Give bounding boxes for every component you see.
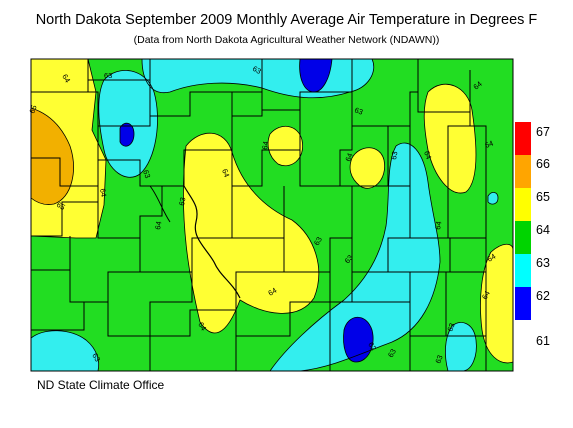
map-subtitle: (Data from North Dakota Agricultural Wea… <box>133 34 440 46</box>
legend-swatch-63 <box>515 254 531 287</box>
contour-label: 63 <box>312 235 324 247</box>
contour-label: 64 <box>153 221 163 231</box>
legend-label: 66 <box>536 157 550 171</box>
legend-swatch-66 <box>515 155 531 188</box>
zone-64-northeast <box>424 84 476 193</box>
contour-label: 62 <box>366 341 378 353</box>
contour-label: 64 <box>422 150 433 161</box>
contour-label: 64 <box>343 152 354 163</box>
legend-label: 65 <box>536 190 550 204</box>
contour-label: 63 <box>386 347 398 359</box>
legend-label: 62 <box>536 289 550 303</box>
contour-labels: 64 65 63 63 63 64 63 64 63 64 64 64 65 6… <box>27 64 497 365</box>
contour-label: 63 <box>104 71 112 80</box>
contour-lines <box>30 58 514 372</box>
contour-label: 64 <box>98 188 108 198</box>
zone-64-east-north <box>350 147 385 189</box>
zone-61-south <box>343 317 374 362</box>
legend-label: 67 <box>536 125 550 139</box>
zone-65-northwest <box>31 108 74 205</box>
county-borders <box>31 59 487 371</box>
zone-61-north <box>299 59 332 92</box>
zone-64-north-central <box>268 126 303 166</box>
contour-label: 64 <box>484 139 495 150</box>
contour-label: 63 <box>251 64 263 76</box>
zone-62-southeast <box>445 322 477 371</box>
contour-label: 64 <box>220 168 231 179</box>
contour-label: 65 <box>55 200 67 212</box>
contour-label: 64 <box>260 141 270 151</box>
legend-swatch-62 <box>515 287 531 320</box>
contour-label: 63 <box>433 354 444 365</box>
contour-label: 63 <box>90 352 102 364</box>
contour-label: 63 <box>389 151 399 161</box>
legend-label: 64 <box>536 223 550 237</box>
contour-fills <box>31 59 513 371</box>
contour-label: 64 <box>480 289 492 301</box>
contour-label: 64 <box>60 73 72 85</box>
map-frame <box>30 58 514 372</box>
zone-64-central <box>183 133 319 333</box>
legend-swatch-67 <box>515 122 531 155</box>
contour-label: 63 <box>177 197 187 207</box>
contour-label: 63 <box>353 105 364 116</box>
legend-swatch-65 <box>515 188 531 221</box>
zone-62-east-dot <box>488 192 498 205</box>
contour-label: 65 <box>27 104 38 115</box>
map-title: North Dakota September 2009 Monthly Aver… <box>35 12 538 28</box>
zone-62-southwest <box>31 330 99 371</box>
contour-label: 64 <box>267 286 279 298</box>
contour-label: 64 <box>196 321 208 333</box>
contour-label: 64 <box>433 221 443 231</box>
contour-label: 64 <box>486 252 498 264</box>
credit-text: ND State Climate Office <box>37 378 165 392</box>
legend-label: 61 <box>536 334 550 348</box>
legend-swatch-64 <box>515 221 531 254</box>
zone-64-east-edge <box>480 244 513 363</box>
contour-label: 63 <box>141 169 152 180</box>
contour-label: 63 <box>445 322 456 333</box>
zone-62-east <box>270 143 440 371</box>
zone-61-northwest <box>120 123 134 147</box>
legend-label: 63 <box>536 256 550 270</box>
